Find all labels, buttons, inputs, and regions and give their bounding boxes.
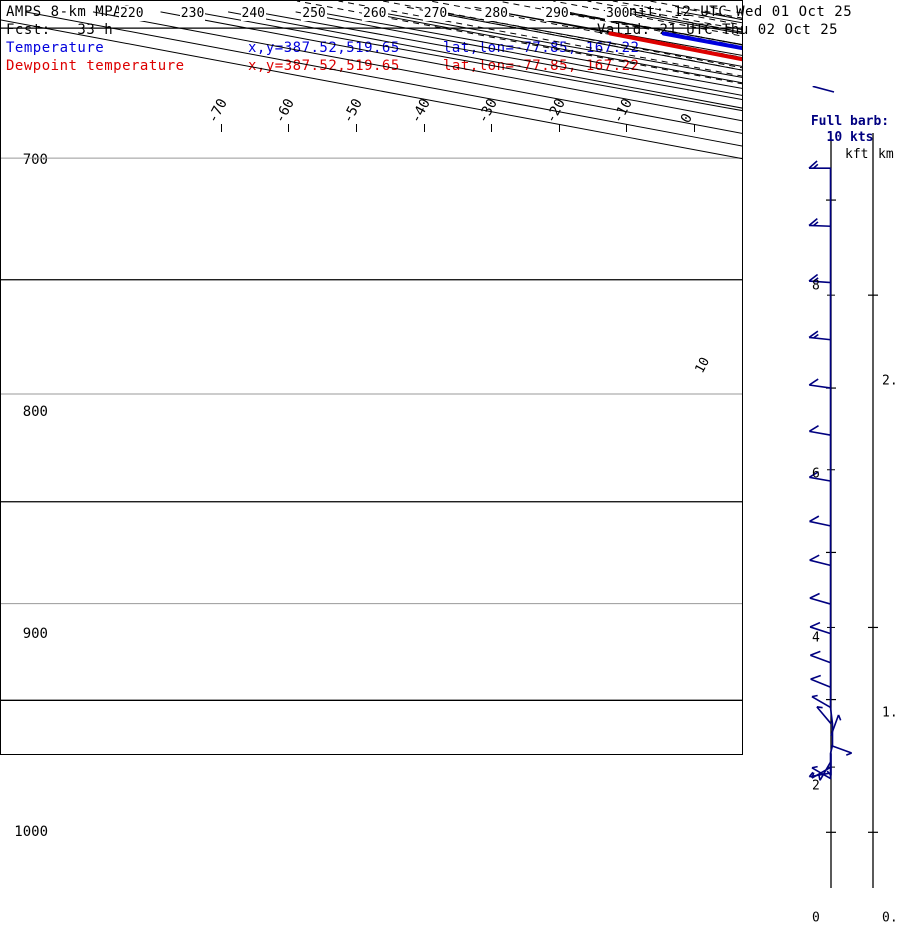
dry-adiabat-label: 270 <box>423 6 448 21</box>
dry-adiabat-label: 240 <box>241 6 266 21</box>
dry-adiabat-label: 250 <box>301 6 326 21</box>
kft-tick-label: 2 <box>812 778 820 793</box>
km-tick-label: 0. <box>882 911 898 926</box>
kft-tick-label: 0 <box>812 911 820 926</box>
dry-adiabat-label: 220 <box>119 6 144 21</box>
full-barb-title-line2: 10 kts <box>808 130 892 145</box>
plot-svg <box>1 1 743 755</box>
full-barb-legend-icon <box>813 86 834 92</box>
kft-tick-label: 6 <box>812 467 820 482</box>
dry-adiabat-label: 260 <box>362 6 387 21</box>
kft-tick-label: 4 <box>812 631 820 646</box>
wind-barb-svg <box>800 86 900 896</box>
kft-column-header: kft <box>845 147 868 162</box>
dry-adiabat-label: 280 <box>484 6 509 21</box>
km-tick-label: 2. <box>882 374 898 389</box>
plot-frame <box>0 0 743 755</box>
pressure-tick-label: 1000 <box>14 824 48 840</box>
full-barb-title-line1: Full barb: <box>808 114 892 129</box>
km-tick-label: 1. <box>882 706 898 721</box>
dry-adiabat-label: 230 <box>180 6 205 21</box>
dry-adiabat-label: 300 <box>605 6 630 21</box>
km-column-header: km <box>878 147 894 162</box>
dry-adiabat-label: 290 <box>544 6 569 21</box>
kft-tick-label: 8 <box>812 279 820 294</box>
